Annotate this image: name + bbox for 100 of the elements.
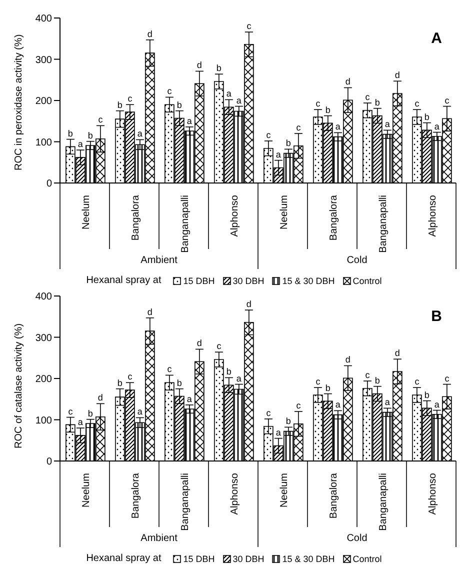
data-label: c: [246, 21, 252, 32]
data-label: b: [226, 366, 232, 377]
y-tick-label: 400: [35, 292, 52, 303]
data-label: b: [68, 128, 73, 138]
data-label: b: [216, 63, 222, 74]
data-label: d: [246, 299, 252, 310]
data-label: c: [316, 376, 321, 387]
data-label: a: [335, 400, 340, 410]
legend-label: 15 & 30 DBH: [281, 554, 335, 564]
legend-label: 15 DBH: [182, 554, 215, 564]
data-label: c: [98, 114, 104, 125]
data-label: c: [296, 400, 302, 410]
legend-label: 30 DBH: [232, 276, 264, 286]
data-label: b: [176, 378, 182, 388]
data-label: a: [186, 394, 192, 404]
data-label: c: [444, 373, 450, 384]
data-label: d: [196, 60, 202, 70]
data-label: d: [98, 392, 103, 403]
legend-label: 30 DBH: [232, 554, 264, 564]
data-label: b: [424, 112, 430, 122]
x-tick-label: Banganapalli: [180, 195, 191, 253]
legend-title: Hexanal spray at: [86, 275, 162, 286]
data-label: b: [374, 97, 380, 108]
y-tick-label: 200: [35, 374, 52, 386]
data-label: a: [236, 95, 242, 106]
data-label: a: [78, 139, 83, 149]
y-tick-label: 400: [35, 14, 52, 25]
y-axis-title: ROC of catalase activity (%): [14, 323, 25, 448]
y-tick-label: 0: [46, 178, 52, 190]
data-label: d: [394, 70, 400, 80]
y-tick-label: 200: [35, 96, 52, 108]
x-tick-label: Banganapalli: [378, 473, 389, 531]
text: Cold: [346, 255, 368, 266]
x-tick-label: Bangalora: [130, 194, 142, 241]
data-label: c: [365, 370, 370, 380]
data-label: c: [414, 376, 420, 387]
data-label: c: [316, 98, 321, 109]
x-tick-label: Neelum: [80, 195, 92, 230]
data-label: b: [117, 378, 122, 388]
data-label: c: [128, 372, 133, 382]
data-label: a: [186, 116, 192, 126]
data-label: d: [196, 338, 202, 348]
legend-label: 15 DBH: [182, 276, 215, 286]
data-label: b: [88, 130, 93, 140]
data-label: a: [434, 121, 440, 132]
x-tick-label: Bangalora: [130, 472, 142, 519]
data-label: d: [147, 28, 152, 39]
y-tick-label: 100: [35, 415, 52, 426]
data-label: c: [444, 95, 450, 106]
data-label: a: [226, 88, 232, 99]
data-label: d: [345, 354, 350, 365]
legend-label: Control: [352, 276, 382, 286]
data-label: d: [147, 306, 152, 317]
x-tick-label: Alphonso: [427, 472, 438, 515]
y-axis-title: ROC in peroxidase activity (%): [14, 34, 25, 170]
y-tick-label: 100: [35, 137, 52, 148]
data-label: c: [296, 122, 302, 132]
data-label: a: [384, 397, 390, 408]
y-tick-label: 300: [35, 332, 52, 344]
x-tick-label: Bangalora: [328, 472, 340, 519]
data-label: b: [176, 100, 182, 110]
data-label: a: [137, 406, 142, 417]
data-label: b: [424, 390, 430, 400]
text: Ambient: [140, 255, 178, 266]
data-label: a: [276, 427, 281, 438]
data-label: a: [335, 122, 340, 132]
legend-label: 15 & 30 DBH: [281, 276, 335, 286]
data-label: a: [137, 128, 142, 139]
y-tick-label: 300: [35, 54, 52, 66]
text: Cold: [346, 533, 368, 544]
data-label: a: [236, 373, 242, 384]
data-label: c: [128, 94, 133, 104]
data-label: b: [117, 100, 122, 110]
data-label: b: [88, 408, 93, 418]
x-tick-label: Neelum: [278, 473, 290, 508]
data-label: a: [434, 399, 440, 410]
data-label: d: [345, 76, 350, 87]
text: B: [431, 308, 442, 325]
x-tick-label: Neelum: [80, 473, 92, 508]
x-tick-label: Bangalora: [328, 194, 340, 241]
data-label: a: [384, 119, 390, 130]
text: Ambient: [140, 533, 178, 544]
data-label: a: [276, 149, 281, 160]
data-label: c: [266, 408, 272, 418]
data-label: d: [394, 348, 400, 358]
text: A: [431, 30, 442, 47]
x-tick-label: Banganapalli: [180, 473, 191, 531]
data-label: c: [266, 130, 272, 140]
data-label: b: [325, 104, 330, 115]
data-label: b: [374, 375, 380, 386]
legend-title: Hexanal spray at: [86, 553, 162, 564]
data-label: c: [68, 406, 74, 416]
data-label: c: [365, 92, 370, 102]
data-label: c: [414, 98, 420, 109]
data-label: c: [216, 341, 222, 352]
data-label: b: [286, 416, 291, 426]
x-tick-label: Alphonso: [229, 472, 240, 515]
data-label: c: [167, 86, 172, 96]
data-label: b: [286, 138, 291, 148]
x-tick-label: Neelum: [278, 195, 290, 230]
